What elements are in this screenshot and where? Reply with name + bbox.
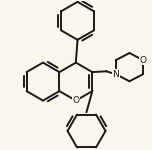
Text: N: N [112, 70, 119, 79]
Text: O: O [72, 96, 79, 105]
Text: O: O [140, 56, 147, 65]
